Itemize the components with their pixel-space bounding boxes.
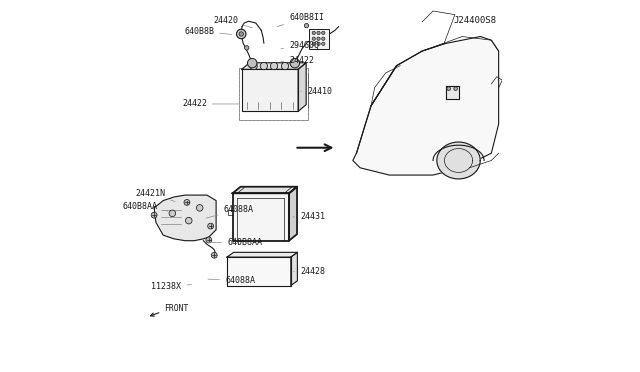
Text: 640B8B: 640B8B bbox=[184, 26, 232, 36]
Circle shape bbox=[271, 62, 278, 70]
Circle shape bbox=[244, 46, 249, 50]
Text: J24400S8: J24400S8 bbox=[454, 16, 497, 25]
Circle shape bbox=[312, 31, 316, 35]
Circle shape bbox=[151, 212, 157, 218]
Text: FRONT: FRONT bbox=[164, 304, 189, 313]
Circle shape bbox=[184, 199, 190, 205]
Text: 640B8II: 640B8II bbox=[277, 13, 324, 27]
Text: 24428: 24428 bbox=[294, 267, 325, 276]
Circle shape bbox=[196, 205, 203, 211]
Polygon shape bbox=[353, 36, 499, 175]
Text: 24422: 24422 bbox=[281, 56, 314, 65]
Circle shape bbox=[447, 87, 451, 90]
Text: 24431: 24431 bbox=[293, 212, 325, 221]
Bar bbox=[239, 68, 308, 120]
Text: 64088A: 64088A bbox=[208, 276, 255, 285]
Circle shape bbox=[322, 37, 325, 40]
Text: 24421N: 24421N bbox=[135, 189, 175, 202]
Circle shape bbox=[317, 42, 320, 45]
Text: 24410: 24410 bbox=[301, 87, 332, 96]
Circle shape bbox=[312, 42, 316, 45]
Text: 24422: 24422 bbox=[182, 99, 239, 109]
Circle shape bbox=[248, 58, 257, 68]
Bar bbox=[239, 68, 308, 120]
Polygon shape bbox=[291, 252, 298, 286]
Polygon shape bbox=[242, 69, 298, 111]
Text: 11238X: 11238X bbox=[152, 282, 191, 291]
Polygon shape bbox=[232, 193, 289, 241]
Circle shape bbox=[260, 62, 268, 70]
Bar bbox=[309, 29, 330, 49]
Text: 640B8AA: 640B8AA bbox=[123, 202, 168, 211]
Circle shape bbox=[208, 223, 214, 229]
Circle shape bbox=[282, 62, 289, 70]
Polygon shape bbox=[227, 257, 291, 286]
Polygon shape bbox=[232, 187, 297, 193]
Text: 294G0Q: 294G0Q bbox=[281, 41, 319, 50]
Polygon shape bbox=[154, 195, 216, 241]
Circle shape bbox=[290, 58, 300, 68]
Circle shape bbox=[239, 32, 243, 36]
Polygon shape bbox=[227, 252, 298, 257]
Circle shape bbox=[305, 23, 308, 28]
Circle shape bbox=[206, 237, 212, 243]
Polygon shape bbox=[298, 63, 306, 111]
Circle shape bbox=[322, 42, 325, 45]
Circle shape bbox=[211, 252, 217, 258]
Circle shape bbox=[169, 210, 175, 217]
Text: 640B8AA: 640B8AA bbox=[208, 238, 262, 247]
Polygon shape bbox=[289, 187, 297, 241]
Circle shape bbox=[186, 217, 192, 224]
Circle shape bbox=[312, 37, 316, 40]
Circle shape bbox=[454, 87, 458, 90]
Circle shape bbox=[237, 29, 246, 39]
Polygon shape bbox=[446, 86, 458, 99]
Circle shape bbox=[250, 62, 257, 70]
Circle shape bbox=[322, 31, 325, 35]
Circle shape bbox=[317, 37, 320, 40]
Text: 64088A: 64088A bbox=[206, 205, 253, 218]
Circle shape bbox=[317, 31, 320, 35]
Polygon shape bbox=[437, 142, 480, 179]
Polygon shape bbox=[242, 63, 306, 69]
Text: 24420: 24420 bbox=[213, 16, 252, 28]
